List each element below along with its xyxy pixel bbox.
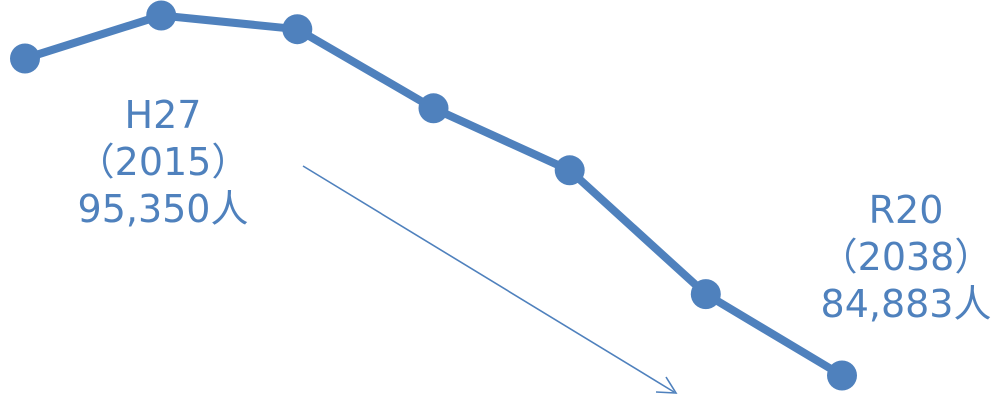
data-point-0 [10, 43, 40, 74]
data-point-5 [690, 279, 721, 310]
start-era-label: H27 [125, 93, 202, 137]
end-year-label: （2038） [820, 235, 993, 279]
end-value-label: 84,883人 [821, 282, 992, 326]
start-value-label: 95,350人 [78, 187, 249, 231]
trend-arrow [302, 165, 678, 394]
start-year-label: （2015） [77, 140, 250, 184]
data-point-2 [282, 14, 313, 45]
data-point-3 [418, 93, 449, 124]
end-era-label: R20 [869, 188, 944, 232]
points-layer [10, 0, 857, 391]
data-point-1 [146, 0, 177, 31]
data-point-4 [554, 155, 585, 186]
data-point-6 [827, 360, 857, 391]
end-annotation: R20 （2038） 84,883人 [820, 188, 993, 326]
start-annotation: H27 （2015） 95,350人 [77, 93, 250, 231]
